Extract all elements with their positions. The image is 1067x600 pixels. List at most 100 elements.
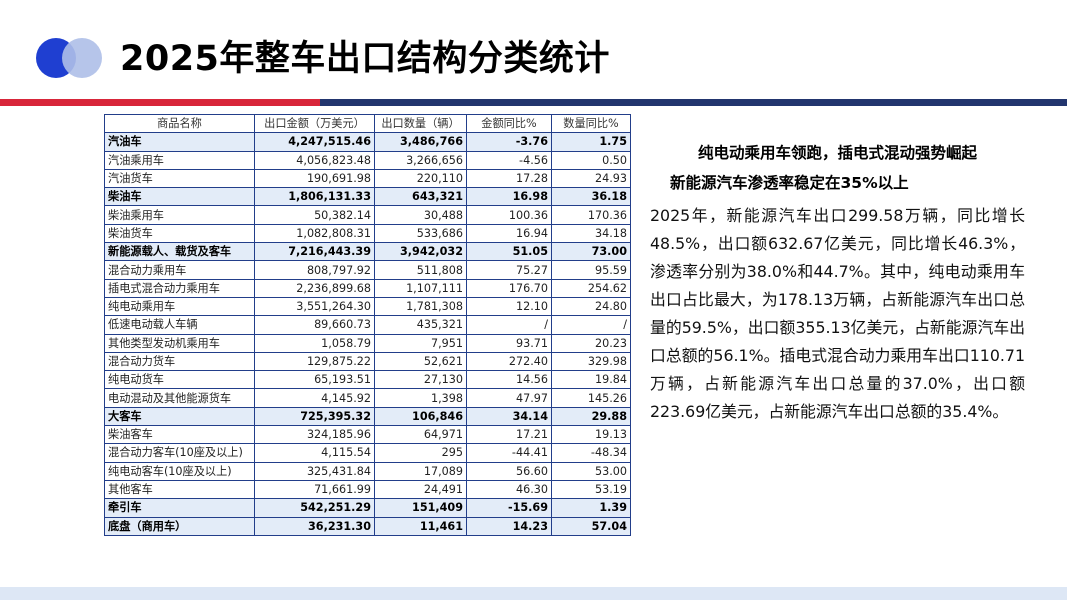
- cell-amount: 3,551,264.30: [254, 296, 375, 317]
- cell-amount-yoy: 46.30: [466, 479, 552, 500]
- cell-amount: 325,431.84: [254, 461, 375, 481]
- cell-name: 汽油车: [104, 132, 255, 152]
- cell-amount: 4,247,515.46: [254, 132, 375, 152]
- table-row: 低速电动载人车辆 89,660.73 435,321//: [104, 315, 631, 335]
- summary-panel: 纯电动乘用车领跑，插电式混动强势崛起 新能源汽车渗透率稳定在35%以上 2025…: [650, 138, 1025, 426]
- cell-amount: 808,797.92: [254, 260, 375, 280]
- cell-name: 混合动力乘用车: [104, 260, 255, 280]
- table-row: 其他类型发动机乘用车 1,058.79 7,951 93.71 20.23: [104, 333, 631, 353]
- cell-quantity-yoy: 1.39: [551, 498, 631, 518]
- cell-quantity: 3,486,766: [374, 132, 467, 152]
- cell-name: 汽油货车: [104, 168, 255, 189]
- cell-amount-yoy: 75.27: [466, 260, 552, 280]
- table-row: 纯电动货车 65,193.51 27,130 14.56 19.84: [104, 370, 631, 390]
- cell-amount-yoy: 176.70: [466, 278, 552, 298]
- cell-quantity-yoy: 19.13: [551, 425, 631, 445]
- cell-quantity: 1,781,308: [374, 296, 467, 317]
- logo: [36, 38, 106, 78]
- table-row: 柴油车 1,806,131.33 643,321 16.98 36.18: [104, 187, 631, 207]
- cell-amount-yoy: 93.71: [466, 333, 552, 353]
- cell-quantity-yoy: 53.19: [551, 479, 631, 500]
- cell-name: 电动混动及其他能源货车: [104, 388, 255, 408]
- cell-quantity: 295: [374, 443, 467, 463]
- cell-quantity: 220,110: [374, 168, 467, 189]
- cell-name: 混合动力客车(10座及以上): [104, 443, 255, 463]
- cell-name: 柴油客车: [104, 425, 255, 445]
- table-row: 电动混动及其他能源货车 4,145.92 1,398 47.97 145.26: [104, 388, 631, 408]
- cell-quantity: 7,951: [374, 333, 467, 353]
- cell-amount: 4,115.54: [254, 443, 375, 463]
- cell-amount-yoy: -44.41: [466, 443, 552, 463]
- cell-amount-yoy: 34.14: [466, 406, 552, 427]
- cell-quantity-yoy: 24.93: [551, 168, 631, 189]
- cell-quantity: 643,321: [374, 187, 467, 207]
- cell-quantity: 533,686: [374, 223, 467, 244]
- table-row: 新能源载人、载货及客车 7,216,443.39 3,942,032 51.05 73.…: [104, 242, 631, 262]
- cell-quantity: 106,846: [374, 406, 467, 427]
- cell-amount: 2,236,899.68: [254, 278, 375, 298]
- table-row: 混合动力客车(10座及以上) 4,115.54 295 -44.41 -48.34: [104, 443, 631, 463]
- cell-quantity: 435,321: [374, 315, 467, 335]
- cell-amount: 7,216,443.39: [254, 242, 375, 262]
- cell-amount-yoy: -15.69: [466, 498, 552, 518]
- header-quantity-yoy: 数量同比%: [551, 113, 631, 134]
- page-title: 2025年整车出口结构分类统计: [120, 39, 610, 79]
- table-row: 纯电动乘用车 3,551,264.30 1,781,308 12.10 24.80: [104, 296, 631, 317]
- cell-quantity-yoy: 145.26: [551, 388, 631, 408]
- cell-quantity-yoy: 36.18: [551, 187, 631, 207]
- table-body: 汽油车 4,247,515.46 3,486,766 -3.76 1.75 汽油乘用车 4,…: [104, 132, 631, 536]
- cell-amount-yoy: 272.40: [466, 351, 552, 372]
- cell-amount: 50,382.14: [254, 205, 375, 225]
- cell-quantity: 17,089: [374, 461, 467, 481]
- header-name: 商品名称: [104, 113, 255, 134]
- cell-quantity: 11,461: [374, 516, 467, 536]
- cell-name: 新能源载人、载货及客车: [104, 242, 255, 262]
- cell-name: 混合动力货车: [104, 351, 255, 372]
- cell-amount-yoy: 16.98: [466, 187, 552, 207]
- table-row: 插电式混合动力乘用车 2,236,899.68 1,107,111 176.70 254…: [104, 278, 631, 298]
- cell-quantity: 3,942,032: [374, 242, 467, 262]
- cell-quantity-yoy: 20.23: [551, 333, 631, 353]
- logo-circle-light: [62, 38, 102, 78]
- table-row: 其他客车 71,661.99 24,491 46.30 53.19: [104, 479, 631, 500]
- table-row: 柴油货车 1,082,808.31 533,686 16.94 34.18: [104, 223, 631, 244]
- cell-amount: 542,251.29: [254, 498, 375, 518]
- cell-name: 其他客车: [104, 479, 255, 500]
- cell-amount-yoy: 17.21: [466, 425, 552, 445]
- cell-quantity: 27,130: [374, 370, 467, 390]
- cell-amount-yoy: 16.94: [466, 223, 552, 244]
- cell-amount-yoy: 51.05: [466, 242, 552, 262]
- cell-quantity: 64,971: [374, 425, 467, 445]
- cell-amount: 129,875.22: [254, 351, 375, 372]
- cell-quantity-yoy: 19.84: [551, 370, 631, 390]
- cell-quantity: 24,491: [374, 479, 467, 500]
- cell-quantity-yoy: 0.50: [551, 150, 631, 170]
- cell-name: 插电式混合动力乘用车: [104, 278, 255, 298]
- cell-quantity-yoy: 57.04: [551, 516, 631, 536]
- cell-amount: 1,082,808.31: [254, 223, 375, 244]
- table-header-row: 商品名称 出口金额（万美元） 出口数量（辆） 金额同比% 数量同比%: [104, 113, 631, 134]
- cell-quantity-yoy: 53.00: [551, 461, 631, 481]
- table-row: 柴油乘用车 50,382.14 30,488 100.36 170.36: [104, 205, 631, 225]
- cell-amount: 1,806,131.33: [254, 187, 375, 207]
- cell-amount: 324,185.96: [254, 425, 375, 445]
- cell-amount: 1,058.79: [254, 333, 375, 353]
- cell-name: 牵引车: [104, 498, 255, 518]
- table-row: 大客车 725,395.32 106,846 34.14 29.88: [104, 406, 631, 427]
- cell-quantity: 3,266,656: [374, 150, 467, 170]
- cell-quantity-yoy: /: [551, 315, 631, 335]
- cell-amount-yoy: 14.23: [466, 516, 552, 536]
- cell-name: 其他类型发动机乘用车: [104, 333, 255, 353]
- cell-amount-yoy: -3.76: [466, 132, 552, 152]
- table-row: 纯电动客车(10座及以上) 325,431.84 17,089 56.60 53.00: [104, 461, 631, 481]
- cell-amount-yoy: /: [466, 315, 552, 335]
- cell-amount: 65,193.51: [254, 370, 375, 390]
- cell-name: 大客车: [104, 406, 255, 427]
- cell-amount: 725,395.32: [254, 406, 375, 427]
- cell-quantity-yoy: 329.98: [551, 351, 631, 372]
- cell-amount: 190,691.98: [254, 168, 375, 189]
- divider-navy: [320, 99, 1067, 106]
- cell-amount-yoy: 14.56: [466, 370, 552, 390]
- table-row: 汽油货车 190,691.98 220,110 17.28 24.93: [104, 168, 631, 189]
- cell-amount-yoy: 100.36: [466, 205, 552, 225]
